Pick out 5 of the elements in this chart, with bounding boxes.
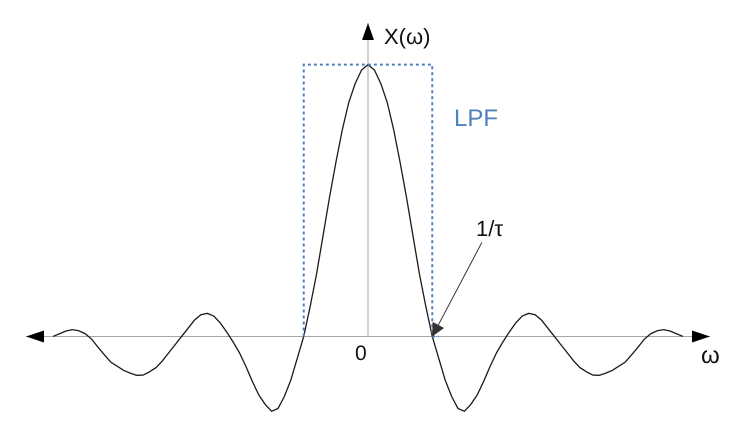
x-axis-title: ω [701, 342, 720, 369]
annotation: 0 [355, 342, 367, 365]
y-axis-title: X(ω) [384, 24, 431, 49]
series-label: LPF [454, 105, 498, 132]
annotation: 1/τ [476, 216, 504, 241]
